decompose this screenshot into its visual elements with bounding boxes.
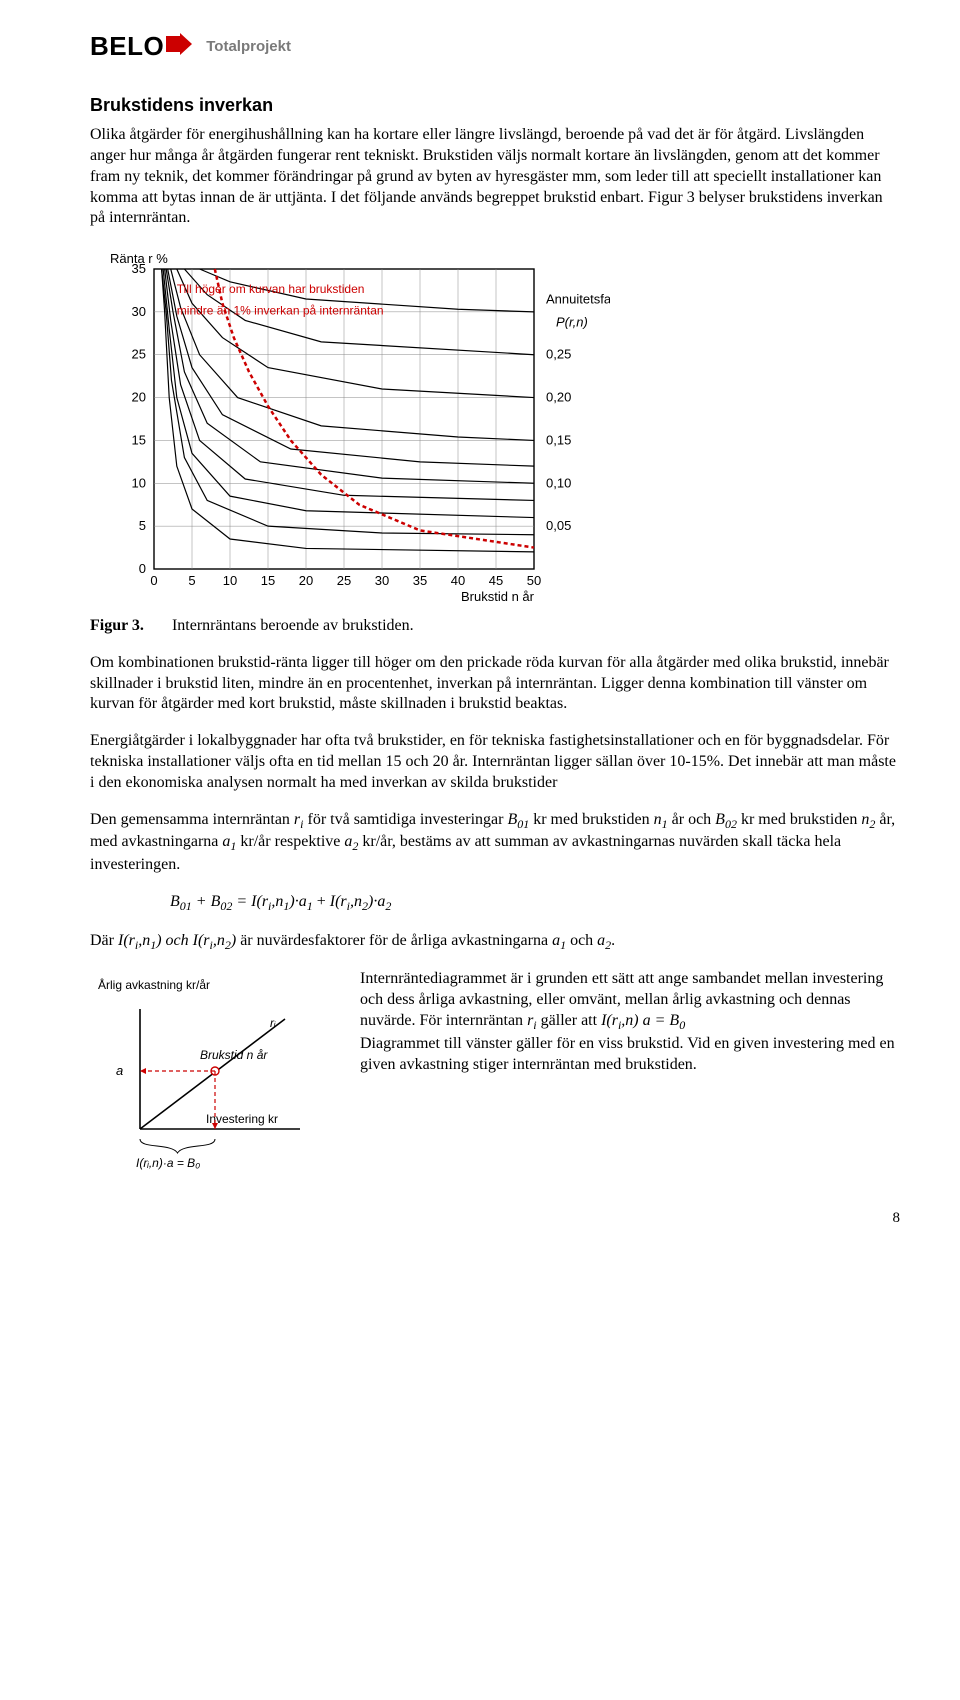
page-number: 8 bbox=[90, 1209, 900, 1229]
svg-text:30: 30 bbox=[375, 573, 389, 588]
svg-text:Annuitetsfaktor: Annuitetsfaktor bbox=[546, 291, 610, 306]
svg-text:P(r,n): P(r,n) bbox=[556, 315, 588, 330]
equation: B01 + B02 = I(ri,n1)·a1 + I(ri,n2)·a2 bbox=[170, 892, 900, 915]
svg-text:Årlig avkastning kr/år: Årlig avkastning kr/år bbox=[98, 977, 210, 992]
svg-text:0: 0 bbox=[150, 573, 157, 588]
page-header: BELO Totalprojekt bbox=[90, 30, 900, 64]
svg-text:45: 45 bbox=[489, 573, 503, 588]
svg-text:10: 10 bbox=[223, 573, 237, 588]
svg-text:0: 0 bbox=[139, 561, 146, 576]
svg-text:50: 50 bbox=[527, 573, 541, 588]
svg-text:Brukstid n år: Brukstid n år bbox=[200, 1048, 268, 1062]
logo-arrow-icon bbox=[166, 33, 192, 62]
paragraph-6: Internräntediagrammet är i grunden ett s… bbox=[360, 969, 900, 1075]
svg-text:Brukstid n år: Brukstid n år bbox=[461, 589, 535, 604]
figure-3-svg: 0510152025303540455005101520253035Ränta … bbox=[90, 245, 610, 605]
svg-text:5: 5 bbox=[188, 573, 195, 588]
svg-text:Ränta r %: Ränta r % bbox=[110, 251, 168, 266]
svg-text:5: 5 bbox=[139, 518, 146, 533]
paragraph-1: Olika åtgärder för energihushållning kan… bbox=[90, 125, 900, 229]
paragraph-2: Om kombinationen brukstid-ränta ligger t… bbox=[90, 653, 900, 715]
svg-text:I(rᵢ,n)·a = B₀: I(rᵢ,n)·a = B₀ bbox=[136, 1156, 200, 1170]
logo: BELO bbox=[90, 30, 192, 64]
bottom-two-column: Årlig avkastning kr/årrᵢBrukstid n årInv… bbox=[90, 969, 900, 1179]
svg-text:20: 20 bbox=[132, 390, 146, 405]
svg-text:0,10: 0,10 bbox=[546, 475, 571, 490]
svg-text:Till höger om kurvan har bruks: Till höger om kurvan har brukstiden bbox=[177, 282, 365, 296]
svg-text:15: 15 bbox=[132, 433, 146, 448]
svg-text:35: 35 bbox=[413, 573, 427, 588]
svg-text:mindre än 1% inverkan på inter: mindre än 1% inverkan på internräntan bbox=[177, 304, 384, 318]
svg-text:0,05: 0,05 bbox=[546, 518, 571, 533]
svg-text:25: 25 bbox=[132, 347, 146, 362]
svg-text:20: 20 bbox=[299, 573, 313, 588]
section-title: Brukstidens inverkan bbox=[90, 94, 900, 117]
figure-3-number: Figur 3. bbox=[90, 617, 144, 634]
svg-text:25: 25 bbox=[337, 573, 351, 588]
svg-text:15: 15 bbox=[261, 573, 275, 588]
svg-text:0,20: 0,20 bbox=[546, 390, 571, 405]
svg-text:rᵢ: rᵢ bbox=[270, 1016, 276, 1030]
svg-text:30: 30 bbox=[132, 304, 146, 319]
mini-diagram: Årlig avkastning kr/årrᵢBrukstid n årInv… bbox=[90, 969, 340, 1179]
svg-text:a: a bbox=[116, 1063, 123, 1078]
paragraph-5: Där I(ri,n1) och I(ri,n2) är nuvärdesfak… bbox=[90, 931, 900, 954]
svg-text:10: 10 bbox=[132, 475, 146, 490]
paragraph-4: Den gemensamma internräntan ri för två s… bbox=[90, 810, 900, 876]
paragraph-3: Energiåtgärder i lokalbyggnader har ofta… bbox=[90, 731, 900, 793]
logo-text: BELO bbox=[90, 30, 164, 64]
header-subtitle: Totalprojekt bbox=[206, 37, 291, 57]
svg-text:0,25: 0,25 bbox=[546, 347, 571, 362]
svg-text:0,15: 0,15 bbox=[546, 433, 571, 448]
mini-diagram-wrap: Årlig avkastning kr/årrᵢBrukstid n årInv… bbox=[90, 969, 340, 1179]
figure-3-caption-text: Internräntans beroende av brukstiden. bbox=[172, 617, 414, 634]
figure-3-chart: 0510152025303540455005101520253035Ränta … bbox=[90, 245, 900, 612]
figure-3-caption: Figur 3. Internräntans beroende av bruks… bbox=[90, 616, 900, 637]
svg-text:40: 40 bbox=[451, 573, 465, 588]
